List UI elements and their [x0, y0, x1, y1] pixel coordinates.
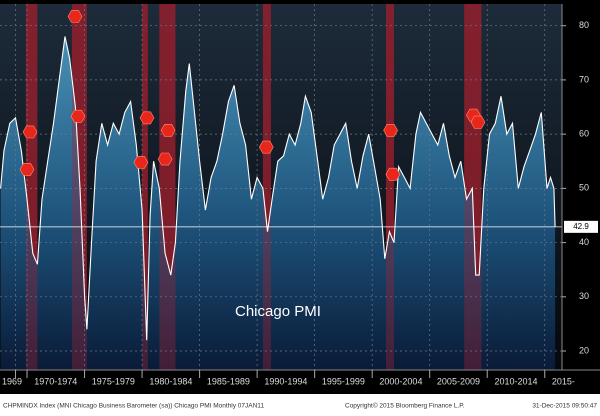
recession-band	[142, 4, 148, 370]
x-tick-label: 1985-1989	[207, 376, 250, 386]
signal-marker	[22, 125, 38, 139]
area	[0, 36, 556, 370]
recession-band	[385, 4, 395, 370]
footer-background	[0, 394, 600, 416]
y-tick-label: 70	[579, 74, 589, 84]
recession-overlay	[142, 4, 148, 370]
footer-left: CHPMINDX Index (MNI Chicago Business Bar…	[3, 403, 264, 410]
x-tick-label: 1969	[2, 376, 22, 386]
recession-overlay	[262, 4, 271, 370]
signal-marker	[133, 156, 149, 169]
line	[0, 36, 556, 341]
footer-copyright: Copyright© 2015 Bloomberg Finance L.P.	[345, 402, 465, 410]
x-tick-label: 2005-2009	[437, 376, 480, 386]
last-value-label: 42.9	[573, 222, 589, 231]
recession-band	[25, 4, 38, 370]
signal-marker	[385, 167, 401, 181]
signal-marker	[157, 152, 173, 166]
x-tick-label: 1980-1984	[149, 376, 192, 386]
signal-marker	[139, 111, 155, 125]
x-tick-label: 1990-1994	[264, 376, 307, 386]
y-tick-label: 20	[579, 345, 589, 355]
recession-overlay	[159, 4, 176, 370]
y-tick-label: 40	[579, 237, 589, 247]
signal-marker	[19, 163, 35, 176]
y-tick-label: 60	[579, 129, 589, 139]
signal-marker	[470, 115, 486, 129]
x-tick-label: 2010-2014	[494, 376, 537, 386]
recession-overlay	[385, 4, 395, 370]
x-tick-label: 2000-2004	[379, 376, 422, 386]
signal-marker	[258, 140, 274, 154]
x-tick-label: 1970-1974	[34, 376, 77, 386]
recession-overlay	[464, 4, 482, 370]
y-tick-label: 80	[579, 20, 589, 30]
footer-date: 31-Dec-2015 09:50:47	[532, 403, 597, 410]
x-tick-label: 2015-	[552, 376, 575, 386]
signal-marker	[70, 109, 86, 123]
x-tick-label: 1995-1999	[322, 376, 365, 386]
last-value-box	[564, 220, 598, 233]
y-tick-label: 50	[579, 183, 589, 193]
signal-marker	[160, 124, 176, 137]
annotation: Chicago PMI	[235, 303, 321, 320]
signal-marker	[383, 124, 398, 137]
signal-marker	[67, 10, 83, 23]
recession-overlay	[25, 4, 38, 370]
y-tick-label: 30	[579, 291, 589, 301]
recession-band	[262, 4, 271, 370]
x-tick-label: 1975-1979	[92, 376, 135, 386]
